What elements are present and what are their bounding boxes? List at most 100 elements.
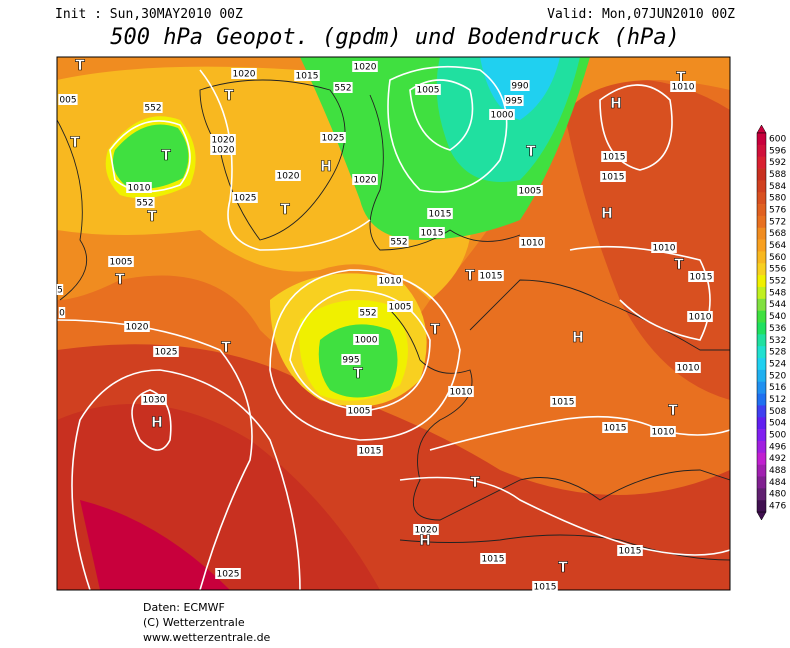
label-box	[135, 197, 155, 208]
label-box	[389, 236, 409, 247]
isobar-label: 1005	[348, 407, 371, 417]
isobar-label: 1015	[604, 424, 627, 434]
isobar-label: 1015	[534, 583, 557, 593]
colorbar-label: 480	[769, 490, 786, 500]
isobar-label: 1000	[491, 111, 514, 121]
isobar-label: 1015	[296, 72, 319, 82]
colorbar-label: 572	[769, 217, 786, 227]
isobar-label: 1025	[155, 348, 178, 358]
isobar-label: 1010	[521, 239, 544, 249]
map-frame	[56, 56, 731, 591]
label-box	[387, 301, 413, 312]
label-box	[320, 132, 346, 143]
colorbar-label: 540	[769, 312, 786, 322]
colorbar-label: 596	[769, 146, 786, 156]
label-box	[153, 346, 179, 357]
isobar-label: 995	[342, 356, 359, 366]
isobar-label: 1010	[450, 388, 473, 398]
label-box	[489, 109, 515, 120]
pressure-center: H	[601, 206, 613, 222]
label-box	[550, 396, 576, 407]
colorbar-swatch	[757, 488, 766, 501]
isobar-label: 1010	[653, 244, 676, 254]
colorbar-swatch	[757, 476, 766, 489]
label-box	[333, 82, 353, 93]
isobar-label: 1020	[415, 526, 438, 536]
colorbar-label: 520	[769, 371, 786, 381]
label-box	[124, 321, 150, 332]
colorbar-swatch	[757, 275, 766, 288]
colorbar-swatch	[757, 215, 766, 229]
colorbar-swatch	[757, 417, 766, 430]
isobar-label: 1020	[354, 63, 377, 73]
isobar-label: 990	[511, 82, 528, 92]
isobar-label: 552	[334, 84, 351, 94]
colorbar-frame	[756, 132, 767, 513]
label-box	[210, 144, 236, 155]
colorbar-swatch	[757, 239, 766, 252]
isobar-label: 1015	[429, 210, 452, 220]
label-box	[650, 426, 676, 437]
isobar-label: 552	[136, 199, 153, 209]
isobar-label: 1015	[482, 555, 505, 565]
label-box	[675, 362, 701, 373]
colorbar-swatch	[757, 298, 766, 311]
isobar-label: 1000	[355, 336, 378, 346]
isobar-label: 1020	[233, 70, 256, 80]
isobar-label: 1020	[212, 146, 235, 156]
colorbar-label: 592	[769, 158, 786, 168]
pressure-center: T	[70, 135, 80, 151]
colorbar-swatch	[757, 133, 766, 146]
colorbar-label: 500	[769, 431, 786, 441]
label-box	[517, 185, 543, 196]
label-box	[419, 227, 445, 238]
colorbar-swatch	[757, 310, 766, 323]
colorbar-label: 476	[769, 502, 786, 512]
colorbar-swatch	[757, 322, 766, 335]
isobar-label: 1025	[234, 194, 257, 204]
isobar-label: 552	[359, 309, 376, 319]
colorbar-label: 508	[769, 407, 786, 417]
colorbar-swatch	[757, 263, 766, 276]
label-box	[377, 275, 403, 286]
colorbar-label: 560	[769, 253, 786, 263]
isobar-label: 1020	[212, 136, 235, 146]
label-box	[600, 171, 626, 182]
colorbar-label: 544	[769, 300, 786, 310]
isobar-label: 005	[59, 96, 76, 106]
pressure-center: T	[674, 257, 684, 273]
label-box	[448, 386, 474, 397]
colorbar-swatch	[757, 180, 766, 193]
isobar-label: 1010	[672, 83, 695, 93]
label-box	[519, 237, 545, 248]
isobar-label: 1030	[143, 396, 166, 406]
colorbar-label: 504	[769, 419, 786, 429]
colorbar-label: 552	[769, 277, 786, 287]
label-box	[126, 182, 152, 193]
colorbar-label: 492	[769, 454, 786, 464]
colorbar-swatch	[757, 452, 766, 465]
label-box	[510, 80, 530, 91]
label-box	[58, 94, 78, 105]
pressure-center: T	[558, 560, 568, 576]
colorbar-swatch	[757, 369, 766, 383]
pressure-center: H	[572, 330, 584, 346]
colorbar-label: 496	[769, 442, 786, 452]
colorbar-swatch	[757, 358, 766, 371]
colorbar-arrow	[756, 124, 767, 134]
isobar-label: 5	[57, 286, 63, 296]
isobar-label: 1010	[689, 313, 712, 323]
colorbar-swatch	[757, 381, 766, 394]
pressure-center: T	[115, 272, 125, 288]
colorbar-swatch	[757, 405, 766, 418]
label-box	[341, 354, 361, 365]
colorbar-label: 568	[769, 229, 786, 239]
colorbar-label: 548	[769, 288, 786, 298]
valid-time: Valid: Mon,07JUN2010 00Z	[547, 7, 735, 22]
label-box	[275, 170, 301, 181]
colorbar-label: 488	[769, 466, 786, 476]
label-box	[602, 422, 628, 433]
colorbar-label: 512	[769, 395, 786, 405]
colorbar-label: 584	[769, 182, 786, 192]
